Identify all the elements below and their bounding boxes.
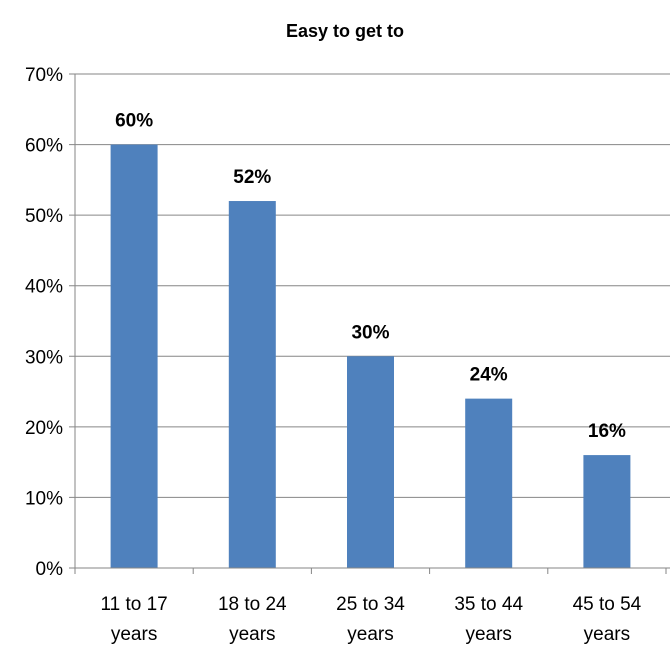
x-category-label: 11 to 17 [100,594,167,615]
y-tick-label: 70% [25,65,63,86]
data-labels: 60% 52% 30% 24% 16% [115,111,626,443]
y-tick-label: 20% [25,418,63,439]
y-tick-label: 60% [25,136,63,157]
y-axis-tick-labels: 0% 10% 20% 30% 40% 50% 60% 70% [25,65,63,580]
y-tick-label: 30% [25,347,63,368]
x-axis-category-labels: 11 to 17 years 18 to 24 years 25 to 34 years 3… [100,594,641,645]
x-category-label: years [347,624,393,645]
y-tick-label: 50% [25,206,63,227]
data-label: 60% [115,111,153,132]
bar [228,201,276,568]
x-category-label: years [584,624,630,645]
x-axis [69,74,670,574]
y-tick-label: 0% [36,559,64,580]
x-category-label: 45 to 54 [573,594,642,615]
x-category-label: 18 to 24 [218,594,287,615]
bar [110,144,158,569]
chart-title: Easy to get to [286,21,404,41]
x-category-label: 35 to 44 [454,594,523,615]
bars [110,144,631,569]
x-category-label: years [111,624,157,645]
x-category-label: 25 to 34 [336,594,405,615]
data-label: 30% [351,322,389,343]
bar [465,398,513,568]
data-label: 16% [588,421,626,442]
y-tick-label: 10% [25,488,63,509]
bar [347,356,394,568]
bar [583,455,631,568]
x-category-label: years [465,624,511,645]
data-label: 52% [233,167,271,188]
x-category-label: years [229,624,275,645]
data-label: 24% [470,365,508,386]
y-tick-label: 40% [25,277,63,298]
